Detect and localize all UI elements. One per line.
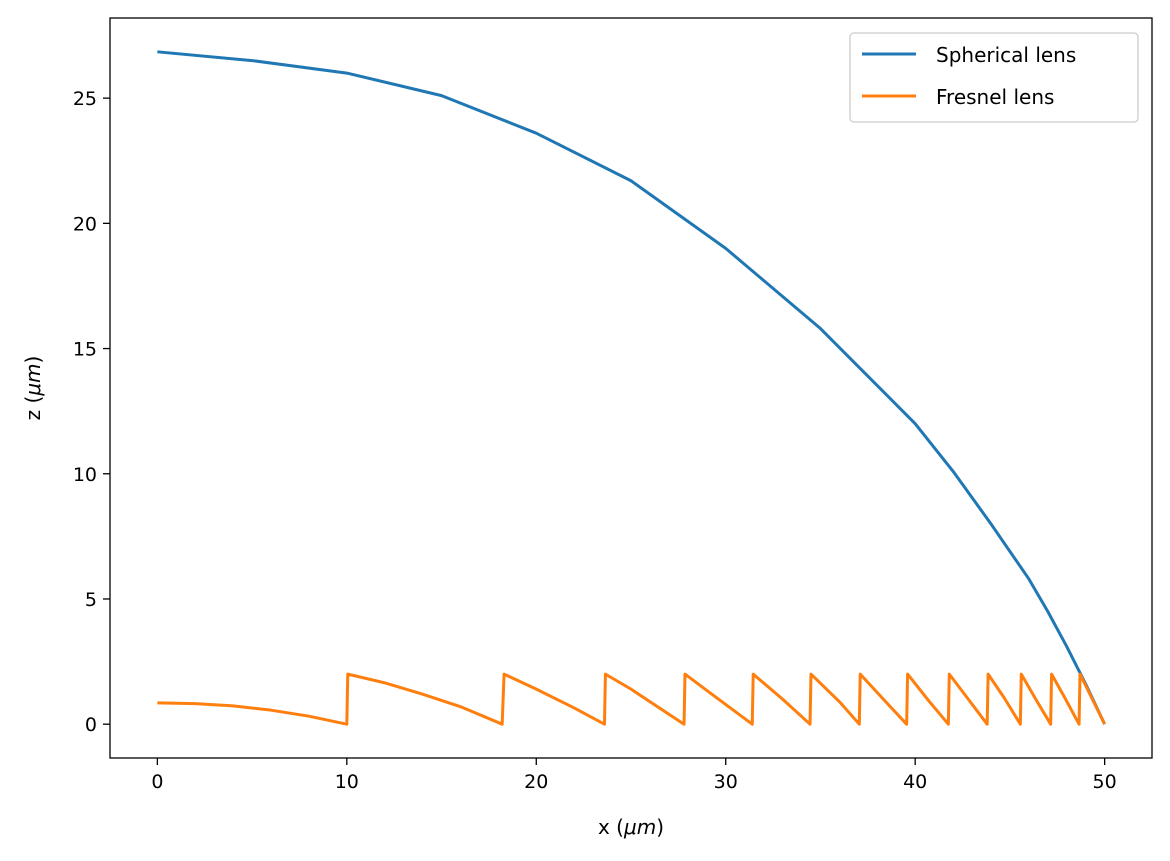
y-axis-label: z (μm) — [21, 356, 45, 421]
x-axis-ticks: 0 10 20 30 40 50 — [151, 758, 1117, 793]
chart-marks — [157, 50, 1106, 726]
x-axis-label: x (μm) — [598, 815, 664, 839]
x-tick-label: 50 — [1093, 771, 1117, 793]
series-line-fresnel — [157, 672, 1106, 726]
y-tick-label: 20 — [73, 213, 97, 235]
y-tick-label: 25 — [73, 88, 97, 110]
y-tick-label: 5 — [85, 589, 97, 611]
x-tick-label: 10 — [335, 771, 359, 793]
legend-label-spherical: Spherical lens — [936, 43, 1076, 67]
x-tick-label: 0 — [151, 771, 163, 793]
y-tick-label: 15 — [73, 339, 97, 361]
series-line-spherical — [157, 50, 1106, 725]
y-tick-label: 10 — [73, 464, 97, 486]
x-tick-label: 20 — [524, 771, 548, 793]
legend: Spherical lens Fresnel lens — [849, 32, 1139, 123]
y-axis-ticks: 0 5 10 15 20 25 — [73, 88, 110, 736]
legend-label-fresnel: Fresnel lens — [936, 85, 1054, 109]
x-tick-label: 40 — [903, 771, 927, 793]
y-tick-label: 0 — [85, 714, 97, 736]
legend-box — [849, 32, 1139, 123]
x-tick-label: 30 — [714, 771, 738, 793]
plot-frame — [109, 17, 1153, 759]
